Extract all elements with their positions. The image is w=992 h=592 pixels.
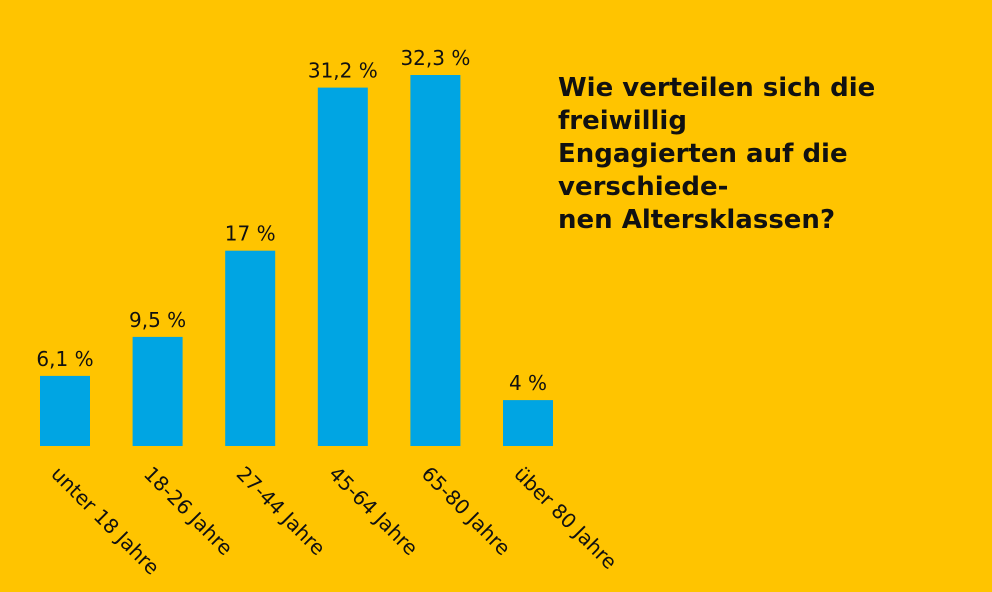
bars-layer [40,75,553,446]
value-label-4: 31,2 % [308,59,378,83]
category-label-2: 18-26 Jahre [139,462,238,561]
value-label-2: 9,5 % [129,308,186,332]
value-label-3: 17 % [225,222,276,246]
chart-title: Wie verteilen sich die freiwillig Engagi… [558,73,876,235]
value-label-1: 6,1 % [36,347,93,371]
value-label-5: 32,3 % [400,46,470,70]
bar-2 [132,336,183,446]
bar-3 [225,250,276,446]
category-label-6: über 80 Jahre [509,462,621,574]
bar-5 [410,75,461,446]
category-label-3: 27-44 Jahre [232,462,331,561]
category-label-4: 45-64 Jahre [324,462,423,561]
bar-6 [503,400,553,446]
category-label-5: 65-80 Jahre [417,462,516,561]
bar-1 [40,375,90,446]
value-label-6: 4 % [509,371,547,395]
bar-4 [317,87,368,446]
value-labels-layer: 6,1 % 9,5 % 17 % 31,2 % 32,3 % 4 % [36,46,547,395]
